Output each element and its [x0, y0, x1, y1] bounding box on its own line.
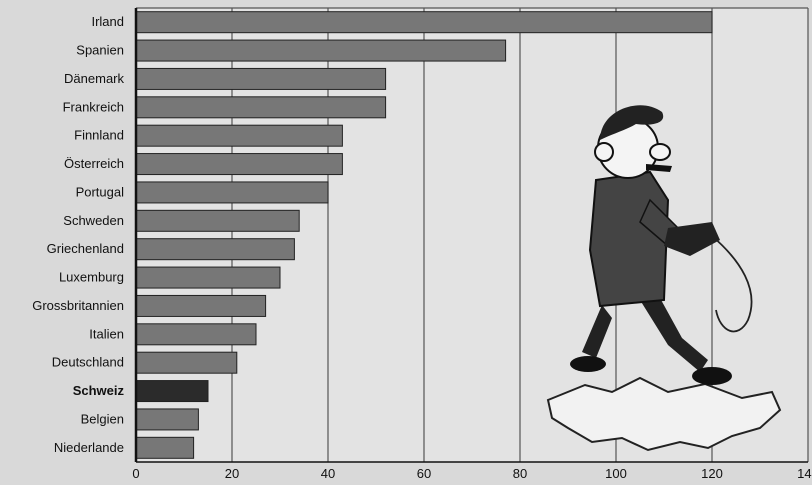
x-tick-label: 0 [132, 466, 139, 481]
bar-schweden [135, 209, 300, 232]
map-outline [546, 376, 782, 452]
bar-portugal [135, 181, 329, 204]
category-label: Deutschland [52, 355, 124, 370]
bar-italien [135, 323, 257, 346]
bar-finnland [135, 124, 343, 147]
nose [649, 143, 671, 161]
category-label: Irland [91, 14, 124, 29]
bar-schweiz [135, 380, 209, 403]
bars [135, 11, 713, 459]
cord [711, 235, 753, 333]
bar-griechenland [135, 238, 295, 261]
mustache [646, 164, 672, 172]
category-label: Niederlande [54, 440, 124, 455]
category-label: Schweiz [73, 383, 125, 398]
leg-back [582, 305, 612, 358]
bar--sterreich [135, 153, 343, 176]
category-label: Schweden [63, 213, 124, 228]
x-tick-label: 20 [225, 466, 239, 481]
x-tick-label: 80 [513, 466, 527, 481]
bar-belgien [135, 408, 199, 431]
bar-grossbritannien [135, 294, 267, 317]
bar-deutschland [135, 351, 238, 374]
bar-niederlande [135, 436, 195, 459]
category-label: Finnland [74, 128, 124, 143]
x-tick-labels: 0 20 40 60 80 100 120 140 [132, 466, 812, 481]
leg-front [640, 298, 708, 372]
category-label: Belgien [81, 411, 124, 426]
category-label: Portugal [76, 184, 125, 199]
x-tick-label: 40 [321, 466, 335, 481]
shoe-back [570, 356, 606, 372]
category-label: Dänemark [64, 71, 124, 86]
hands-object [664, 222, 720, 256]
shoe-front [692, 367, 732, 385]
torso [588, 170, 670, 308]
bar-spanien [135, 39, 507, 62]
category-label: Österreich [64, 156, 124, 171]
x-tick-label: 120 [701, 466, 723, 481]
x-tick-label: 60 [417, 466, 431, 481]
hair [600, 105, 664, 140]
bar-d-nemark [135, 67, 387, 90]
category-label: Frankreich [63, 99, 124, 114]
category-label: Luxemburg [59, 270, 124, 285]
x-tick-label: 100 [605, 466, 627, 481]
category-label: Spanien [76, 43, 124, 58]
category-label: Grossbritannien [32, 298, 124, 313]
bar-irland [135, 11, 713, 34]
bar-luxemburg [135, 266, 281, 289]
category-labels: Irland Spanien Dänemark Frankreich Finnland Ö… [32, 14, 124, 455]
bar-frankreich [135, 96, 387, 119]
ear [594, 142, 614, 162]
category-label: Griechenland [47, 241, 124, 256]
gridlines [136, 7, 809, 462]
illustration [546, 105, 782, 452]
x-tick-label: 140 [797, 466, 812, 481]
category-label: Italien [89, 326, 124, 341]
